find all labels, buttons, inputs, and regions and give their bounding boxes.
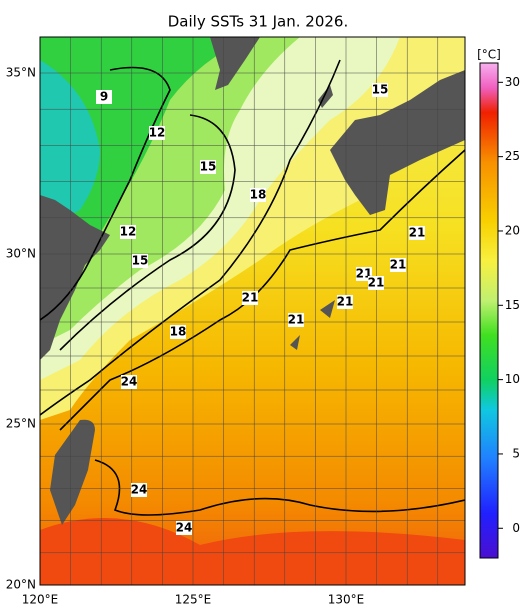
- contour-label: 15: [200, 160, 217, 174]
- colorbar-tick-label: 10: [505, 372, 520, 386]
- contour-label-box: [200, 160, 216, 174]
- lat-tick-label: 30°N: [6, 247, 36, 261]
- contour-label-box: [176, 521, 192, 535]
- contour-label-box: [288, 313, 304, 327]
- contour: [94, 459, 465, 516]
- contour-label: 15: [132, 254, 149, 268]
- contour-label: 18: [250, 188, 267, 202]
- contour-label-box: [96, 90, 112, 104]
- contour-label: 18: [170, 325, 187, 339]
- colorbar: [479, 62, 499, 559]
- warm-water: [40, 518, 465, 585]
- contour-label-box: [368, 276, 384, 290]
- contour-label-box: [372, 83, 388, 97]
- lon-tick-label: 130°E: [328, 593, 365, 607]
- contour-label-box: [170, 325, 186, 339]
- lon-tick-label: 120°E: [22, 593, 59, 607]
- japan: [330, 70, 465, 215]
- lon-tick-label: 125°E: [175, 593, 212, 607]
- colorbar-unit: [°C]: [477, 48, 501, 62]
- contour-label: 24: [131, 483, 148, 497]
- contour-label: 12: [120, 225, 137, 239]
- title: Daily SSTs 31 Jan. 2026.: [168, 13, 348, 31]
- colorbar-tick-label: 5: [512, 446, 520, 460]
- lat-tick-label: 20°N: [6, 578, 36, 592]
- contour-label: 21: [337, 295, 354, 309]
- contour-label: 21: [242, 291, 259, 305]
- contour-label: 15: [372, 83, 389, 97]
- contour-label: 21: [390, 258, 407, 272]
- contour-label-box: [242, 291, 258, 305]
- taiwan: [50, 419, 95, 525]
- contour-label-box: [337, 295, 353, 309]
- contour-label-box: [149, 126, 165, 140]
- contour-label-box: [390, 258, 406, 272]
- contour-label-box: [131, 483, 147, 497]
- colorbar-tick-label: 15: [505, 298, 520, 312]
- contour-label: 12: [149, 126, 166, 140]
- contour-label: 21: [368, 276, 385, 290]
- lat-tick-label: 25°N: [6, 417, 36, 431]
- contour: [40, 66, 171, 321]
- colorbar-tick-label: 30: [505, 75, 520, 89]
- ryukyu: [290, 300, 335, 350]
- contour-label: 24: [176, 521, 193, 535]
- colorbar-tick-label: 25: [505, 149, 520, 163]
- contour-label: 21: [288, 313, 305, 327]
- china-coast: [40, 195, 110, 360]
- contour: [59, 114, 236, 351]
- contour: [40, 59, 341, 416]
- contour-label: 9: [100, 90, 108, 104]
- contour-label-box: [250, 188, 266, 202]
- lat-tick-label: 35°N: [6, 66, 36, 80]
- korea: [210, 37, 260, 90]
- map: [40, 37, 465, 585]
- colorbar-tick-label: 20: [505, 223, 520, 237]
- land: [40, 37, 465, 525]
- contour-label-box: [409, 226, 425, 240]
- coastal-cold: [40, 60, 100, 230]
- contour-label: 21: [409, 226, 426, 240]
- map-frame: [39, 36, 466, 586]
- contour-label-box: [120, 225, 136, 239]
- contour-label-box: [132, 254, 148, 268]
- colorbar-tick-label: 0: [512, 521, 520, 535]
- contour-label: 24: [121, 375, 138, 389]
- contour-label-box: [121, 375, 137, 389]
